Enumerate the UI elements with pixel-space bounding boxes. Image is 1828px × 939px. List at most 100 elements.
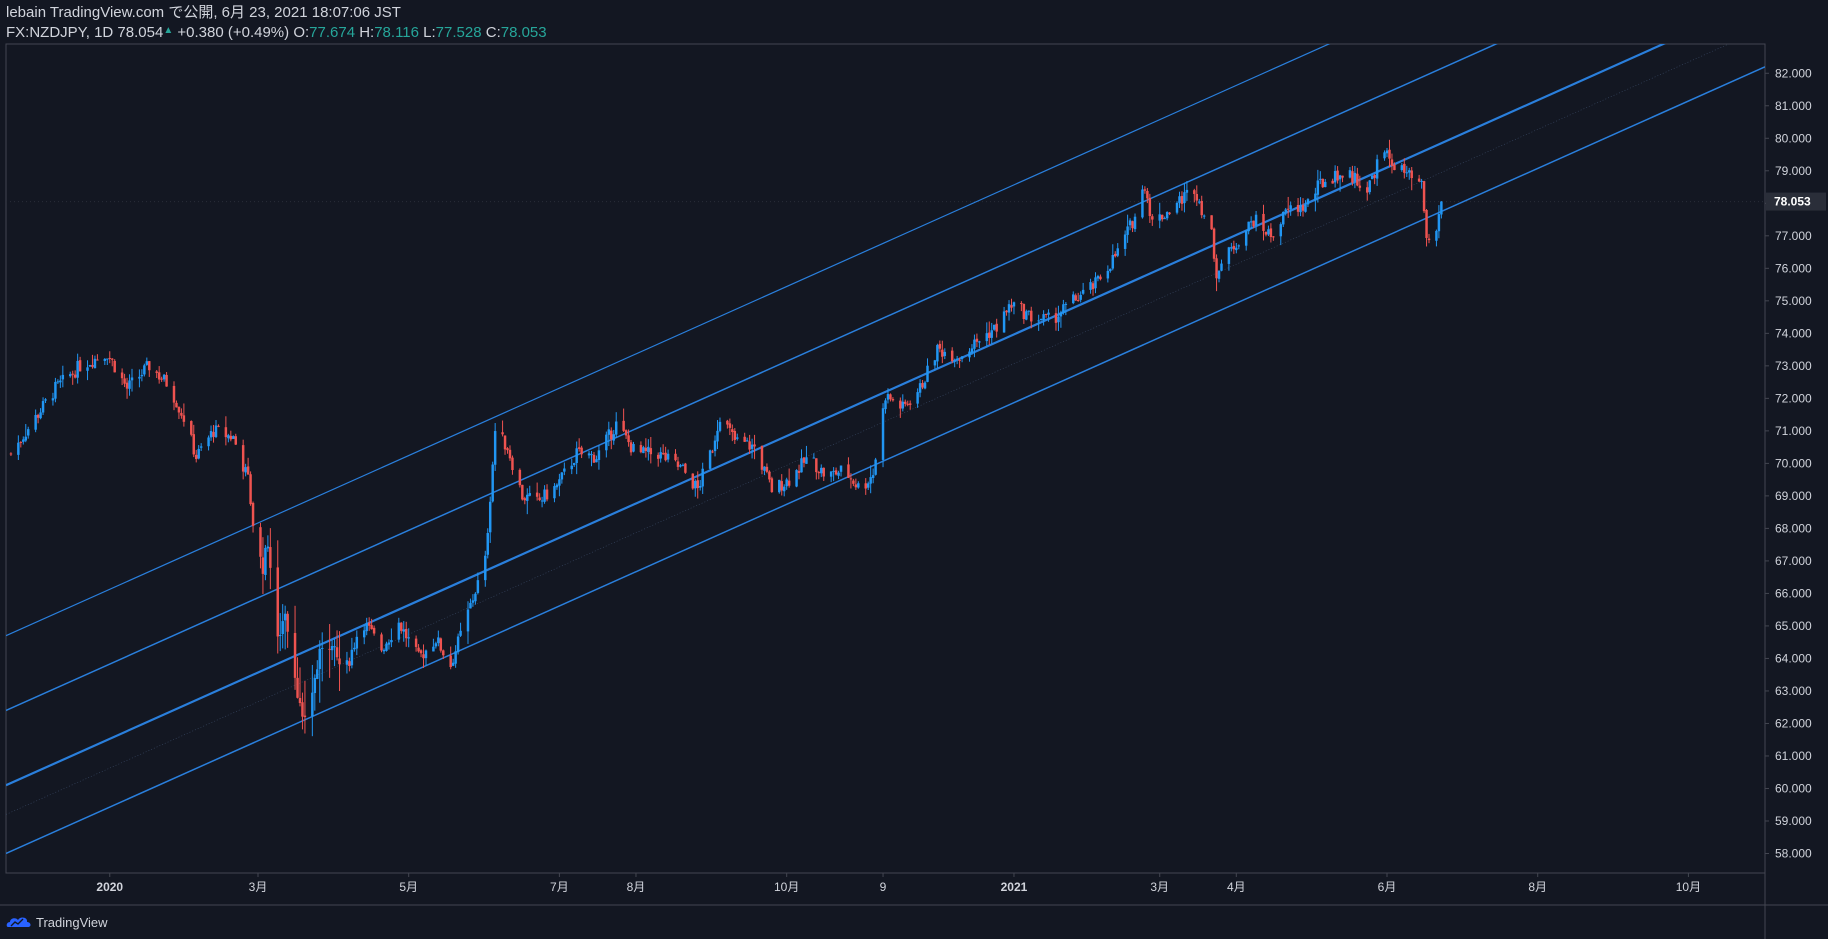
- time-axis[interactable]: 2020 3月 5月 7月 8月 10月 9 2021 3月 4月 6月 8月 10月: [96, 873, 1701, 894]
- candle-body: [889, 394, 892, 400]
- time-tick-label: 10月: [1676, 880, 1701, 894]
- candle-body: [22, 439, 25, 442]
- candle: [839, 465, 843, 477]
- candle-body: [316, 669, 319, 679]
- channel-line-middle[interactable]: [6, 0, 1765, 787]
- candle-body: [679, 465, 682, 467]
- candle-body: [622, 420, 625, 431]
- candle-body: [54, 381, 57, 399]
- candle-body: [328, 648, 331, 650]
- candle: [283, 605, 287, 650]
- candle: [943, 348, 947, 360]
- candle-body: [847, 464, 850, 478]
- candle: [155, 370, 158, 379]
- candle: [469, 598, 472, 609]
- channel-line-upper-outer[interactable]: [6, 0, 1765, 637]
- channel-line-upper[interactable]: [6, 0, 1765, 712]
- candle: [1227, 246, 1231, 271]
- candle: [385, 641, 388, 652]
- candle: [785, 477, 788, 490]
- candle-body: [866, 483, 870, 488]
- candle: [1393, 162, 1396, 171]
- candle: [787, 468, 791, 488]
- candle: [61, 365, 65, 388]
- candle: [1269, 223, 1273, 243]
- candle-body: [1252, 220, 1255, 227]
- candle: [449, 646, 452, 670]
- symbol-label[interactable]: FX:NZDJPY, 1D: [6, 24, 114, 41]
- candle-body: [908, 403, 912, 405]
- candle: [1062, 299, 1065, 315]
- candle-body: [232, 436, 235, 439]
- candle-body: [1198, 201, 1201, 203]
- price-axis[interactable]: 58.000 59.000 60.000 61.000 62.000 63.000 64.0…: [1765, 66, 1826, 860]
- candle-body: [44, 399, 47, 401]
- candle: [1366, 181, 1369, 201]
- trend-channel[interactable]: [6, 0, 1765, 855]
- candle-body: [1314, 193, 1317, 201]
- candle: [190, 420, 193, 437]
- candle-body: [197, 448, 200, 459]
- candle-body: [1437, 214, 1441, 232]
- candle: [442, 649, 445, 660]
- candle: [716, 420, 719, 450]
- candle: [434, 641, 438, 649]
- candle: [753, 434, 756, 460]
- candle: [711, 449, 714, 454]
- price-tick-label: 81.000: [1775, 99, 1812, 113]
- candle-body: [1217, 270, 1221, 279]
- candle: [558, 473, 561, 497]
- candle-body: [1183, 192, 1186, 204]
- candle: [726, 419, 729, 429]
- candle-body: [990, 330, 993, 338]
- candle-body: [313, 677, 317, 694]
- candle: [713, 435, 717, 457]
- candle-body: [209, 431, 213, 438]
- candle-body: [397, 622, 401, 640]
- channel-line-mid-dotted[interactable]: [6, 28, 1765, 815]
- candle-body: [837, 472, 840, 476]
- candle-body: [143, 365, 146, 375]
- candle: [886, 388, 890, 404]
- candle: [1133, 213, 1137, 232]
- candle-body: [941, 349, 944, 357]
- candle-body: [610, 430, 613, 440]
- candle-body: [229, 435, 233, 440]
- price-tick-label: 80.000: [1775, 131, 1812, 145]
- candle: [1185, 181, 1189, 201]
- candle: [802, 457, 806, 468]
- candle-body: [731, 429, 734, 432]
- candle: [1286, 196, 1290, 218]
- candle: [1368, 179, 1371, 195]
- candle: [612, 429, 615, 445]
- candle-body: [1163, 218, 1166, 220]
- candle: [1141, 185, 1144, 219]
- candle: [1279, 222, 1283, 246]
- candle: [241, 439, 245, 480]
- candle-body: [424, 650, 428, 659]
- candle: [1114, 251, 1117, 258]
- candle-body: [1366, 187, 1369, 193]
- candle: [471, 594, 475, 607]
- candle-body: [434, 643, 438, 647]
- candle: [56, 379, 60, 385]
- candle: [286, 611, 289, 648]
- candle-body: [985, 333, 989, 342]
- candle: [1091, 281, 1095, 296]
- price-tick-label: 68.000: [1775, 521, 1812, 535]
- candle: [829, 471, 833, 483]
- candle-body: [750, 444, 754, 449]
- candle-body: [595, 459, 598, 463]
- candle: [1096, 274, 1100, 282]
- channel-line-lower[interactable]: [6, 66, 1765, 855]
- candle: [820, 464, 823, 478]
- candle: [545, 484, 549, 502]
- candle: [1076, 292, 1080, 302]
- candle: [526, 488, 529, 515]
- candle-body: [822, 467, 825, 477]
- candle: [96, 354, 99, 361]
- candle: [214, 420, 218, 439]
- candle: [1030, 306, 1033, 329]
- candle-body: [1076, 300, 1080, 302]
